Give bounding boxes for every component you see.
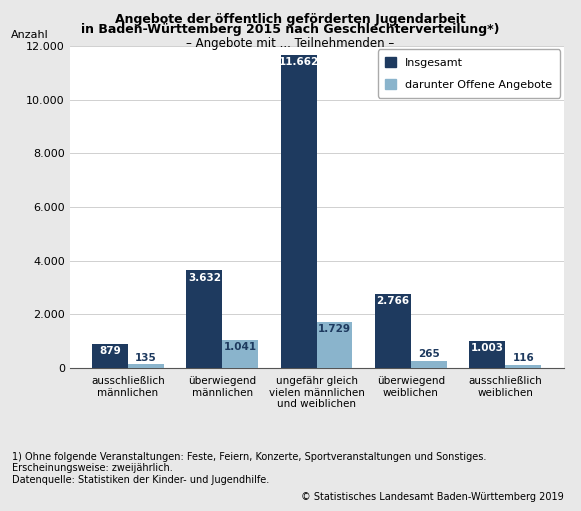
Text: Erscheinungsweise: zweijährlich.: Erscheinungsweise: zweijährlich. — [12, 463, 173, 474]
Text: 116: 116 — [512, 353, 534, 363]
Text: © Statistisches Landesamt Baden-Württemberg 2019: © Statistisches Landesamt Baden-Württemb… — [301, 492, 564, 502]
Bar — [92, 344, 128, 368]
Text: 135: 135 — [135, 353, 157, 363]
Bar — [187, 270, 223, 368]
Text: 3.632: 3.632 — [188, 273, 221, 283]
Bar — [281, 55, 317, 368]
Text: Datenquelle: Statistiken der Kinder- und Jugendhilfe.: Datenquelle: Statistiken der Kinder- und… — [12, 475, 269, 485]
Text: 265: 265 — [418, 349, 440, 359]
Text: 2.766: 2.766 — [376, 296, 410, 306]
Bar — [317, 321, 353, 368]
Bar — [128, 364, 164, 368]
Legend: Insgesamt, darunter Offene Angebote: Insgesamt, darunter Offene Angebote — [378, 50, 560, 98]
Bar — [375, 294, 411, 368]
Bar — [505, 365, 541, 368]
Text: in Baden-Württemberg 2015 nach Geschlechterverteilung*): in Baden-Württemberg 2015 nach Geschlech… — [81, 23, 500, 36]
Bar — [469, 341, 505, 368]
Text: 1.041: 1.041 — [224, 342, 257, 352]
Text: 1) Ohne folgende Veranstaltungen: Feste, Feiern, Konzerte, Sportveranstaltungen : 1) Ohne folgende Veranstaltungen: Feste,… — [12, 452, 486, 462]
Text: Anzahl: Anzahl — [10, 30, 48, 39]
Text: – Angebote mit ... Teilnehmenden –: – Angebote mit ... Teilnehmenden – — [187, 37, 394, 50]
Bar — [223, 340, 258, 368]
Text: 11.662: 11.662 — [279, 57, 319, 67]
Text: 1.729: 1.729 — [318, 323, 351, 334]
Bar — [411, 361, 447, 368]
Text: 1.003: 1.003 — [471, 343, 504, 353]
Text: Angebote der öffentlich geförderten Jugendarbeit: Angebote der öffentlich geförderten Juge… — [115, 13, 466, 26]
Text: 879: 879 — [99, 346, 121, 357]
